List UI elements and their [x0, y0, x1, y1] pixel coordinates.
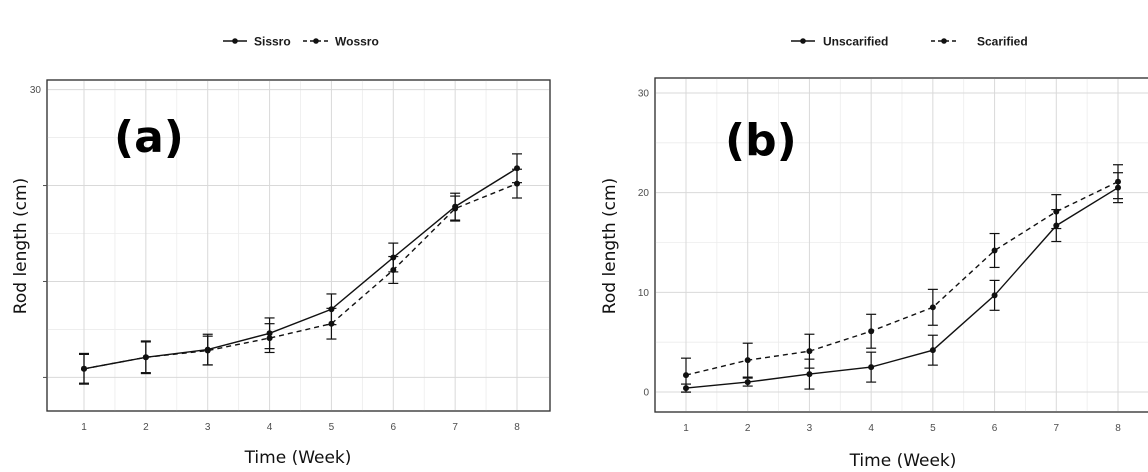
data-point	[328, 320, 335, 327]
x-axis-title: Time (Week)	[244, 448, 352, 468]
legend-marker-scarified	[941, 38, 947, 44]
data-point	[266, 335, 273, 342]
data-point	[929, 347, 936, 354]
x-tick-label: 1	[81, 422, 87, 433]
data-point	[744, 357, 751, 364]
legend: Unscarified Scarified	[791, 35, 1028, 49]
x-tick-label: 7	[452, 422, 458, 433]
series-line-scarified	[685, 181, 1119, 376]
series-line-unscarified	[685, 187, 1119, 389]
data-point	[868, 328, 875, 335]
x-tick-labels: 1 2 3 4 5 6 7 8	[81, 422, 520, 433]
data-point	[452, 205, 459, 212]
y-tick-label: 30	[30, 85, 42, 96]
x-tick-label: 4	[267, 422, 273, 433]
data-point	[204, 347, 211, 354]
legend-label-sissro: Sissro	[254, 35, 291, 49]
series-scarified	[681, 164, 1123, 393]
x-tick-label: 5	[930, 423, 936, 434]
x-axis-title: Time (Week)	[849, 451, 957, 471]
y-axis-title: Rod length (cm)	[11, 178, 31, 314]
x-tick-label: 2	[745, 423, 751, 434]
x-tick-label: 3	[205, 422, 211, 433]
chart-panel-b: Unscarified Scarified 1 2 3 4 5 6 7 8 0 10 20 30 (…	[600, 35, 1148, 471]
legend-marker-unscarified	[800, 38, 806, 44]
data-point	[806, 348, 813, 355]
x-tick-labels: 1 2 3 4 5 6 7 8	[683, 423, 1121, 434]
legend-marker-sissro	[232, 38, 238, 44]
y-tick-label: 20	[638, 188, 650, 199]
data-point	[868, 364, 875, 371]
data-series	[79, 153, 522, 385]
plot-frame	[46, 79, 551, 412]
data-point	[81, 365, 87, 372]
x-tick-label: 8	[514, 422, 520, 433]
data-point	[991, 292, 998, 299]
data-point	[514, 180, 520, 187]
x-tick-label: 5	[329, 422, 335, 433]
y-tick-label: 0	[643, 388, 649, 399]
y-tick-labels: 0 10 20 30	[638, 88, 650, 398]
legend: Sissro Wossro	[223, 35, 379, 49]
panel-label: (b)	[725, 115, 797, 166]
x-tick-label: 7	[1054, 423, 1060, 434]
data-point	[1053, 208, 1060, 215]
data-point	[390, 266, 397, 273]
panel-label: (a)	[114, 112, 184, 163]
chart-panel-a: Sissro Wossro 1 2 3 4 5 6 7 8 30 (a) Time (Week…	[11, 35, 551, 468]
data-point	[929, 304, 936, 311]
x-tick-label: 6	[992, 423, 998, 434]
legend-marker-wossro	[313, 38, 319, 44]
x-tick-label: 4	[868, 423, 874, 434]
data-point	[991, 247, 998, 254]
x-tick-label: 8	[1115, 423, 1121, 434]
data-series	[681, 164, 1123, 393]
y-tick-label: 10	[638, 288, 650, 299]
x-tick-label: 2	[143, 422, 149, 433]
data-point	[806, 371, 813, 378]
x-tick-label: 1	[683, 423, 689, 434]
series-wossro	[79, 168, 522, 384]
data-point	[683, 372, 689, 379]
legend-label-wossro: Wossro	[335, 35, 379, 49]
plot-area	[654, 77, 1148, 413]
legend-label-scarified: Scarified	[977, 35, 1028, 49]
plot-frame	[654, 77, 1148, 413]
x-tick-label: 3	[807, 423, 813, 434]
data-point	[142, 354, 149, 361]
series-line-wossro	[83, 182, 518, 370]
data-point	[1115, 178, 1121, 185]
y-tick-label: 30	[638, 88, 650, 99]
y-axis-title: Rod length (cm)	[600, 178, 620, 314]
gridlines	[654, 77, 1148, 413]
legend-label-unscarified: Unscarified	[823, 35, 888, 49]
y-tick-labels: 30	[30, 85, 47, 378]
data-point	[744, 379, 751, 386]
x-tick-label: 6	[391, 422, 397, 433]
